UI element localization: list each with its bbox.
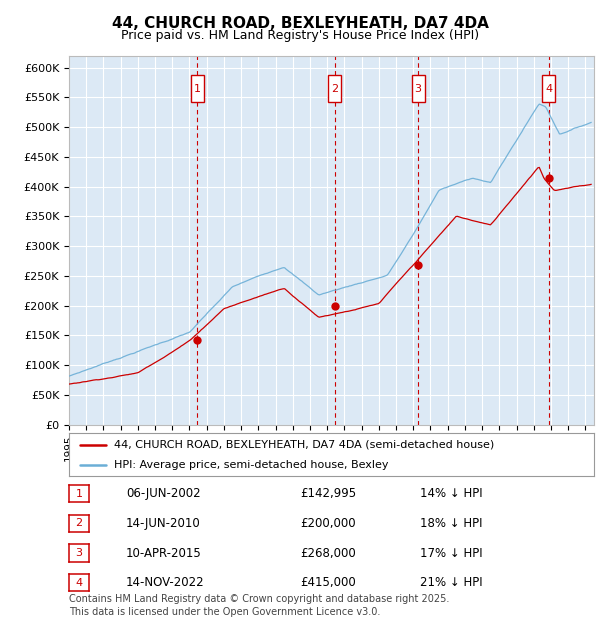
Text: 4: 4 bbox=[76, 578, 82, 588]
Text: 10-APR-2015: 10-APR-2015 bbox=[126, 547, 202, 559]
Text: 17% ↓ HPI: 17% ↓ HPI bbox=[420, 547, 482, 559]
Text: 14-JUN-2010: 14-JUN-2010 bbox=[126, 517, 201, 529]
Text: 44, CHURCH ROAD, BEXLEYHEATH, DA7 4DA: 44, CHURCH ROAD, BEXLEYHEATH, DA7 4DA bbox=[112, 16, 488, 31]
Text: £268,000: £268,000 bbox=[300, 547, 356, 559]
Text: 44, CHURCH ROAD, BEXLEYHEATH, DA7 4DA (semi-detached house): 44, CHURCH ROAD, BEXLEYHEATH, DA7 4DA (s… bbox=[113, 440, 494, 450]
Text: 14% ↓ HPI: 14% ↓ HPI bbox=[420, 487, 482, 500]
Text: Contains HM Land Registry data © Crown copyright and database right 2025.
This d: Contains HM Land Registry data © Crown c… bbox=[69, 594, 449, 617]
Bar bbox=[191, 76, 203, 102]
Text: 4: 4 bbox=[545, 84, 552, 94]
Text: £142,995: £142,995 bbox=[300, 487, 356, 500]
Text: 3: 3 bbox=[415, 84, 422, 94]
Text: 1: 1 bbox=[194, 84, 200, 94]
Text: HPI: Average price, semi-detached house, Bexley: HPI: Average price, semi-detached house,… bbox=[113, 460, 388, 471]
Text: £415,000: £415,000 bbox=[300, 577, 356, 589]
Text: 21% ↓ HPI: 21% ↓ HPI bbox=[420, 577, 482, 589]
Text: 06-JUN-2002: 06-JUN-2002 bbox=[126, 487, 200, 500]
Text: 1: 1 bbox=[76, 489, 82, 498]
Bar bbox=[542, 76, 555, 102]
Text: 2: 2 bbox=[331, 84, 338, 94]
Text: 2: 2 bbox=[76, 518, 82, 528]
Text: 3: 3 bbox=[76, 548, 82, 558]
Text: 18% ↓ HPI: 18% ↓ HPI bbox=[420, 517, 482, 529]
Bar bbox=[412, 76, 425, 102]
Text: Price paid vs. HM Land Registry's House Price Index (HPI): Price paid vs. HM Land Registry's House … bbox=[121, 30, 479, 42]
Text: 14-NOV-2022: 14-NOV-2022 bbox=[126, 577, 205, 589]
Text: £200,000: £200,000 bbox=[300, 517, 356, 529]
Bar bbox=[328, 76, 341, 102]
